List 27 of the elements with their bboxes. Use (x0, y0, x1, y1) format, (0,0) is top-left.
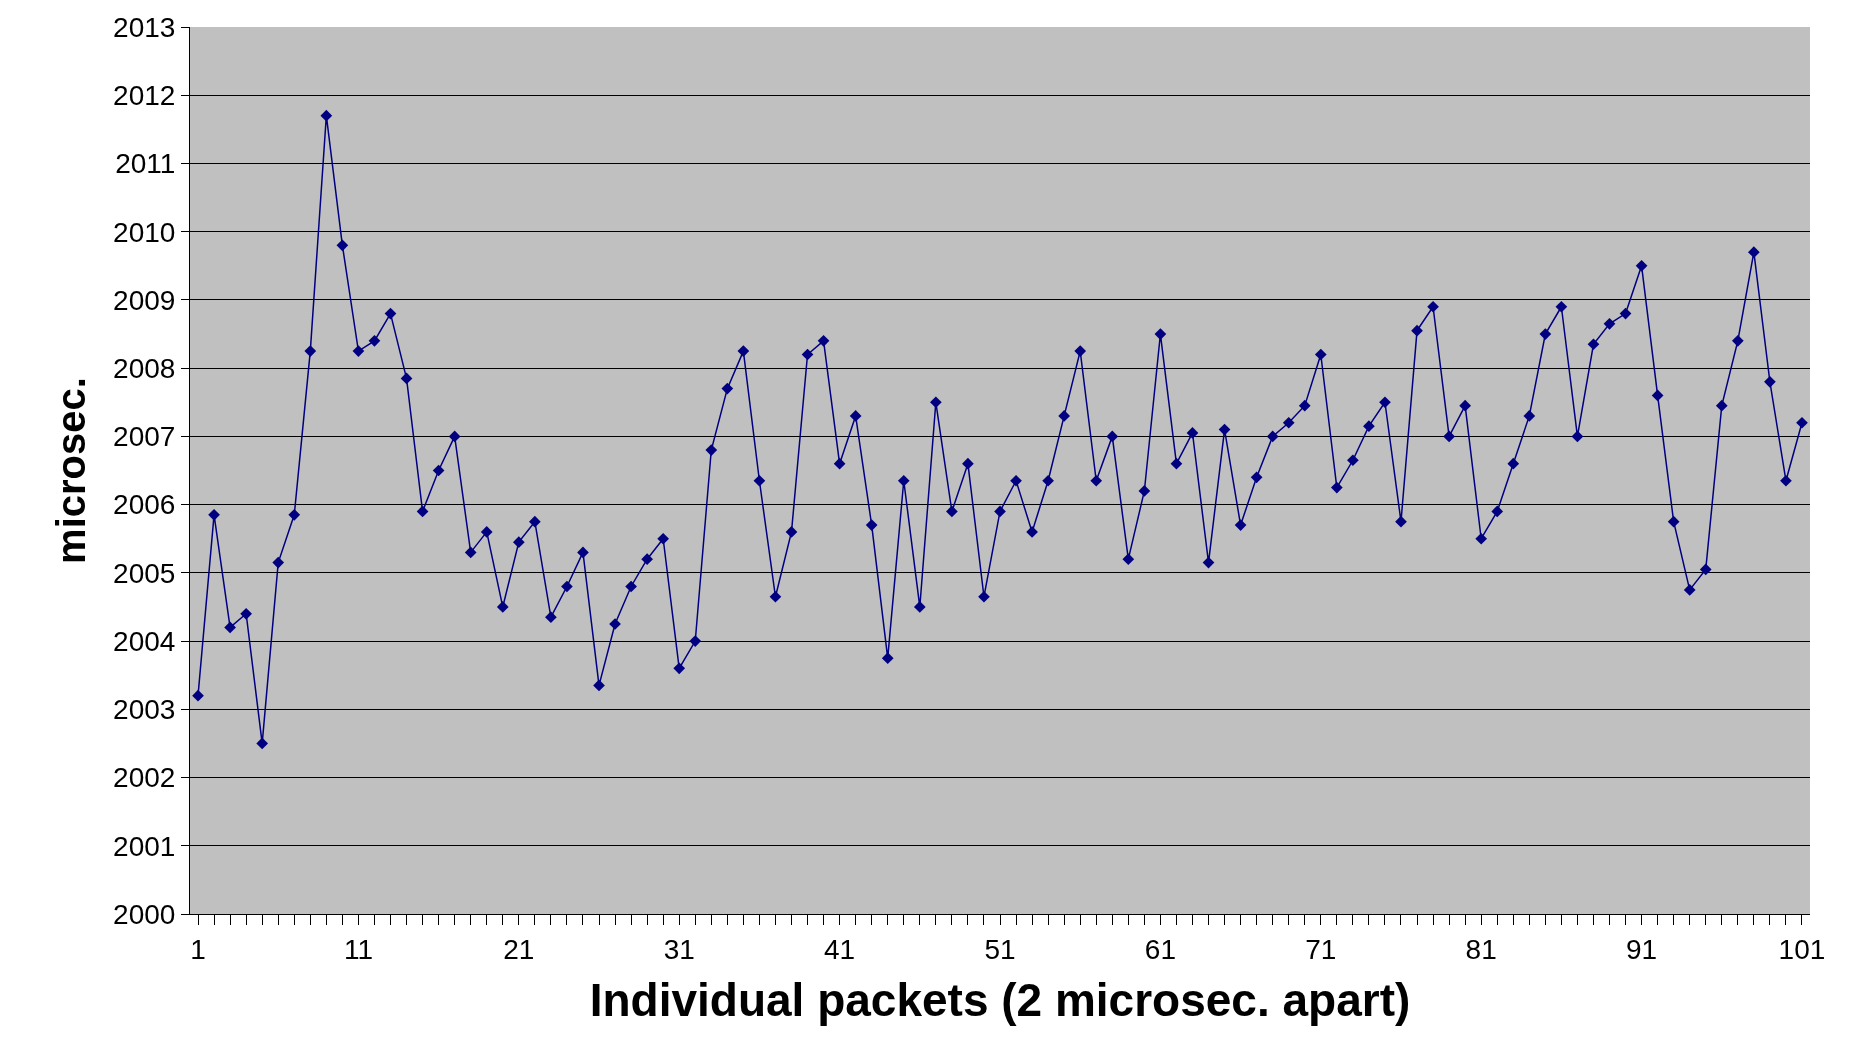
y-tick-label: 2000 (113, 898, 176, 930)
y-tick-label: 2008 (113, 352, 176, 384)
y-axis-title: microsec. (48, 377, 93, 564)
x-tick-label: 81 (1465, 933, 1497, 965)
y-tick-label: 2002 (113, 762, 176, 794)
x-tick-label: 101 (1778, 933, 1826, 965)
x-tick-label: 31 (663, 933, 695, 965)
y-tick-label: 2006 (113, 489, 176, 521)
y-tick-label: 2001 (113, 830, 176, 862)
y-tick-label: 2013 (113, 11, 176, 43)
y-tick-label: 2007 (113, 421, 176, 453)
x-tick-label: 41 (824, 933, 856, 965)
x-tick-label: 61 (1144, 933, 1176, 965)
x-tick-label: 91 (1626, 933, 1658, 965)
x-tick-label: 51 (984, 933, 1016, 965)
x-tick-label: 21 (503, 933, 535, 965)
y-tick-label: 2011 (115, 148, 176, 180)
x-tick-label: 71 (1305, 933, 1337, 965)
y-tick-label: 2004 (113, 625, 176, 657)
y-tick-label: 2003 (113, 694, 176, 726)
y-tick-label: 2005 (113, 557, 176, 589)
y-tick-label: 2012 (113, 80, 176, 112)
y-tick-label: 2009 (113, 284, 176, 316)
x-axis-title: Individual packets (2 microsec. apart) (589, 974, 1411, 1027)
x-tick-label: 1 (190, 933, 206, 965)
y-tick-label: 2010 (113, 216, 176, 248)
x-tick-label: 11 (343, 933, 373, 965)
